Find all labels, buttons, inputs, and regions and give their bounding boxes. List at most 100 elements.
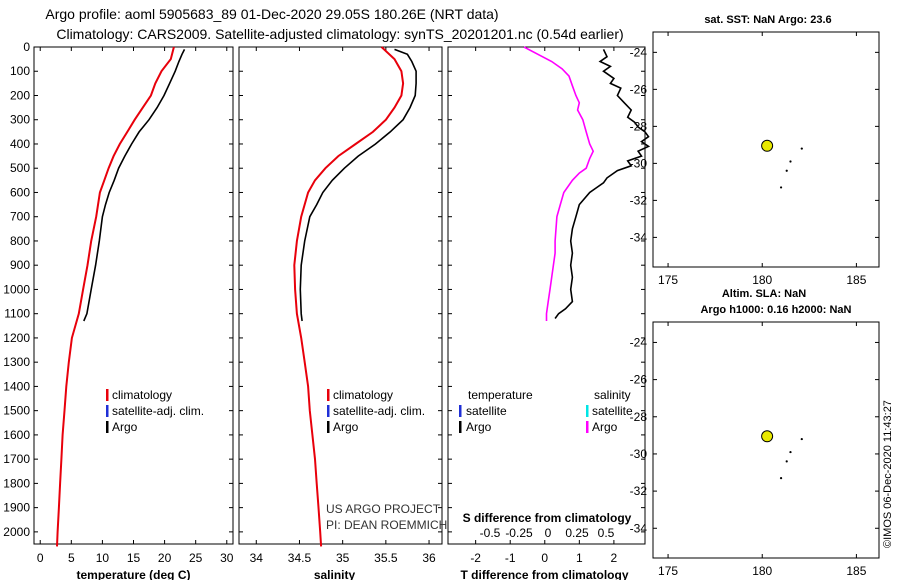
temperature-ytick-label: 1500	[3, 404, 30, 418]
difference-legend-s-swatch	[586, 421, 589, 433]
timestamp-label: ©IMOS 06-Dec-2020 11:43:27	[882, 400, 894, 548]
temperature-ytick-label: 1300	[3, 355, 30, 369]
temperature-xtick-label: 0	[37, 551, 44, 565]
difference-xtick-label: 2	[611, 551, 618, 565]
difference-s-xtick-label: 0	[545, 526, 552, 540]
salinity-xtick-label: 36	[422, 551, 436, 565]
temperature-legend-label: climatology	[112, 388, 172, 402]
salinity-series-argo	[299, 48, 417, 322]
map_sst-ytick-label: -28	[630, 119, 648, 133]
temperature-xtick-label: 10	[96, 551, 110, 565]
temperature-ytick-label: 1700	[3, 452, 30, 466]
temperature-ytick-label: 1900	[3, 501, 30, 515]
salinity-legend-swatch	[327, 389, 330, 401]
difference-s-xtick-label: -0.25	[505, 526, 533, 540]
map_sla-xtick-label: 175	[658, 564, 678, 578]
project-annotation: US ARGO PROJECT	[326, 502, 441, 516]
temperature-xlabel: temperature (deg C)	[76, 568, 190, 580]
temperature-legend-label: satellite-adj. clim.	[112, 404, 204, 418]
map_sla-xtick-label: 185	[846, 564, 866, 578]
temperature-ytick-label: 1200	[3, 331, 30, 345]
map_sst-track-point	[785, 169, 788, 172]
map-sst-title: sat. SST: NaN Argo: 23.6	[704, 14, 831, 26]
difference-legend-s-swatch	[586, 405, 589, 417]
difference-frame	[447, 46, 646, 545]
temperature-ytick-label: 400	[10, 137, 30, 151]
temperature-series-argo	[83, 49, 186, 322]
difference-xlabel: T difference from climatology	[460, 568, 628, 580]
difference-legend-t-swatch	[459, 405, 462, 417]
map_sst-ytick-label: -26	[630, 82, 648, 96]
map_sla-track-point	[785, 460, 788, 463]
temperature-ytick-label: 200	[10, 88, 30, 102]
map_sla-ytick-label: -34	[630, 521, 648, 535]
title-line-2: Climatology: CARS2009. Satellite-adjuste…	[56, 26, 623, 42]
temperature-legend-swatch	[106, 421, 109, 433]
salinity-panel: 34 34.5 35 35.5 36 salinity climatology satelli…	[238, 46, 447, 580]
difference-series-argo_sal_diff	[523, 46, 595, 321]
temperature-legend-label: Argo	[112, 420, 138, 434]
temperature-legend-swatch	[106, 405, 109, 417]
difference-s-xtick-label: -0.5	[480, 526, 501, 540]
temperature-ytick-label: 1600	[3, 428, 30, 442]
temperature-xtick-label: 5	[68, 551, 75, 565]
salinity-series-climatology	[293, 46, 405, 547]
map_sst-frame	[652, 31, 880, 268]
map_sst-xtick-label: 175	[658, 273, 678, 287]
salinity-legend-label: Argo	[333, 420, 359, 434]
temperature-xtick-label: 20	[158, 551, 172, 565]
difference-s-xlabel: S difference from climatology	[463, 511, 632, 525]
temperature-ytick-label: 300	[10, 113, 30, 127]
map_sla-float-marker	[761, 430, 774, 443]
map_sla-track-point	[800, 437, 803, 441]
map_sst-xtick-label: 180	[752, 273, 772, 287]
salinity-legend-label: satellite-adj. clim.	[333, 404, 425, 418]
salinity-legend-swatch	[327, 421, 330, 433]
temperature-ytick-label: 900	[10, 258, 30, 272]
map_sst-ytick-label: -24	[630, 45, 648, 59]
temperature-panel: 0100200300400500600700800900100011001200…	[3, 40, 233, 580]
salinity-legend-swatch	[327, 405, 330, 417]
temperature-ytick-label: 1100	[4, 307, 30, 321]
difference-legend-s-label: satellite	[592, 404, 633, 418]
salinity-frame	[238, 46, 443, 545]
map_sla-ytick-label: -32	[630, 484, 648, 498]
temperature-ytick-label: 100	[10, 64, 30, 78]
difference-xtick-label: -1	[505, 551, 516, 565]
temperature-ytick-label: 0	[23, 40, 30, 54]
temperature-ytick-label: 600	[10, 185, 30, 199]
temperature-xtick-label: 25	[189, 551, 203, 565]
map_sla-xtick-label: 180	[752, 564, 772, 578]
temperature-series-climatology	[56, 46, 175, 547]
difference-xtick-label: 1	[576, 551, 583, 565]
map-sla-subtitle: Argo h1000: 0.16 h2000: NaN	[700, 304, 851, 316]
map_sst-track-point	[779, 186, 783, 189]
difference-s-xtick-label: 0.25	[565, 526, 589, 540]
map_sst-ytick-label: -30	[630, 156, 648, 170]
difference-legend-s-label: Argo	[592, 420, 618, 434]
map-sla-title: Altim. SLA: NaN	[722, 288, 806, 300]
map_sst-float-marker	[761, 139, 774, 152]
salinity-xtick-label: 34.5	[288, 551, 312, 565]
temperature-ytick-label: 500	[10, 161, 30, 175]
difference-series-argo	[554, 49, 651, 319]
difference-legend-t-label: Argo	[466, 420, 492, 434]
difference-xtick-label: 0	[541, 551, 548, 565]
difference-panel: -2 -1 0 1 2 T difference from climatology -0.5…	[447, 46, 651, 580]
salinity-xtick-label: 35.5	[374, 551, 398, 565]
temperature-ytick-label: 700	[10, 210, 30, 224]
map_sla-track-point	[779, 476, 783, 480]
difference-s-xtick-label: 0.5	[598, 526, 615, 540]
map_sla-ytick-label: -26	[630, 373, 648, 387]
salinity-xtick-label: 34	[250, 551, 264, 565]
temperature-ytick-label: 1800	[3, 476, 30, 490]
temperature-ytick-label: 2000	[3, 525, 30, 539]
salinity-xlabel: salinity	[314, 568, 356, 580]
difference-legend-s-title: salinity	[594, 388, 631, 402]
temperature-xtick-label: 30	[220, 551, 234, 565]
temperature-xtick-label: 15	[127, 551, 141, 565]
map_sst-ytick-label: -32	[630, 193, 648, 207]
salinity-legend-label: climatology	[333, 388, 393, 402]
map_sst-xtick-label: 185	[846, 273, 866, 287]
